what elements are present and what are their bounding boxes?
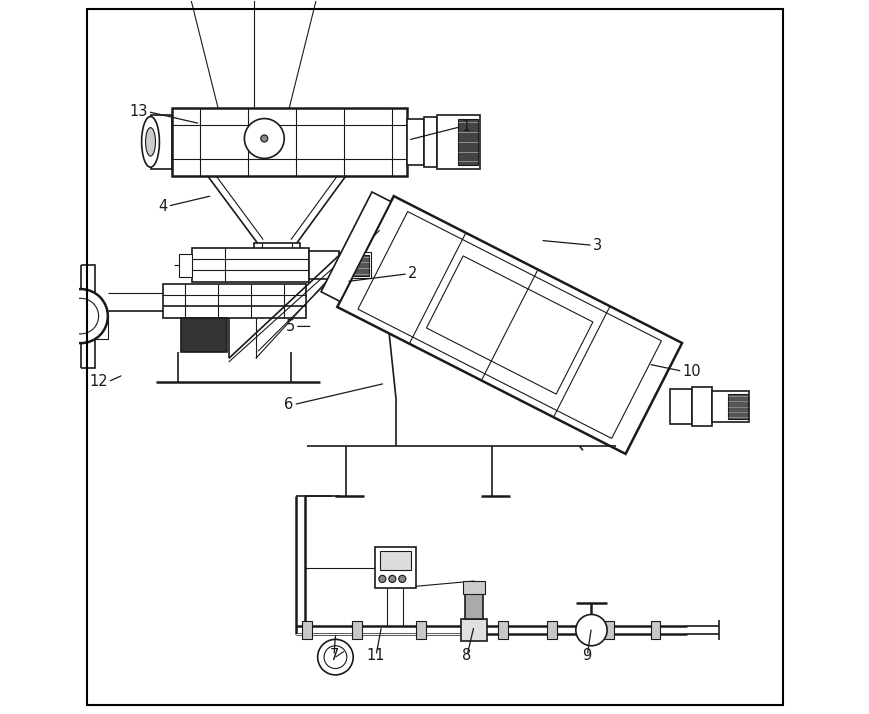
Text: 12: 12 bbox=[90, 374, 108, 389]
Text: 1: 1 bbox=[461, 119, 470, 134]
Bar bbox=[179, 254, 191, 276]
Bar bbox=[339, 253, 370, 278]
Circle shape bbox=[323, 645, 347, 668]
Text: 4: 4 bbox=[158, 198, 168, 213]
Circle shape bbox=[261, 135, 268, 142]
Bar bbox=[650, 621, 660, 639]
Circle shape bbox=[378, 575, 386, 583]
Bar bbox=[181, 318, 227, 352]
Circle shape bbox=[54, 289, 108, 343]
Text: 11: 11 bbox=[367, 648, 385, 663]
Bar bbox=[254, 243, 300, 277]
Bar bbox=[86, 265, 95, 368]
Bar bbox=[351, 621, 362, 639]
Text: 2: 2 bbox=[408, 266, 417, 281]
Ellipse shape bbox=[142, 116, 159, 167]
Text: 3: 3 bbox=[592, 238, 601, 253]
Bar bbox=[604, 621, 614, 639]
Text: 8: 8 bbox=[461, 648, 471, 663]
Bar bbox=[461, 619, 487, 641]
Bar bbox=[436, 115, 480, 169]
Bar bbox=[302, 621, 312, 639]
Bar bbox=[379, 551, 410, 570]
Bar bbox=[424, 116, 436, 167]
Bar bbox=[712, 391, 748, 422]
Text: 5: 5 bbox=[285, 319, 295, 334]
Text: 7: 7 bbox=[329, 648, 338, 663]
Polygon shape bbox=[321, 192, 390, 301]
Polygon shape bbox=[337, 196, 681, 454]
Text: 10: 10 bbox=[681, 363, 700, 378]
Bar bbox=[415, 621, 425, 639]
Circle shape bbox=[388, 575, 395, 583]
Bar bbox=[464, 594, 483, 619]
Bar bbox=[172, 108, 406, 176]
Text: 6: 6 bbox=[284, 397, 293, 412]
Bar bbox=[163, 283, 305, 318]
Bar bbox=[547, 621, 557, 639]
Text: 9: 9 bbox=[582, 648, 591, 663]
Bar bbox=[150, 115, 172, 169]
Circle shape bbox=[317, 639, 353, 675]
Text: 13: 13 bbox=[129, 104, 148, 119]
Ellipse shape bbox=[145, 128, 156, 156]
Bar bbox=[308, 251, 339, 279]
Bar bbox=[191, 248, 308, 282]
Circle shape bbox=[63, 298, 98, 334]
Bar bbox=[406, 119, 424, 165]
Bar bbox=[458, 119, 478, 165]
Bar bbox=[497, 621, 507, 639]
Bar bbox=[95, 316, 108, 339]
Circle shape bbox=[398, 575, 405, 583]
Bar bbox=[669, 388, 692, 424]
Bar bbox=[727, 393, 747, 419]
Bar bbox=[375, 547, 415, 588]
Circle shape bbox=[244, 119, 284, 159]
Circle shape bbox=[575, 615, 607, 645]
Bar bbox=[462, 581, 485, 594]
Bar bbox=[692, 386, 712, 426]
Bar bbox=[350, 255, 368, 276]
